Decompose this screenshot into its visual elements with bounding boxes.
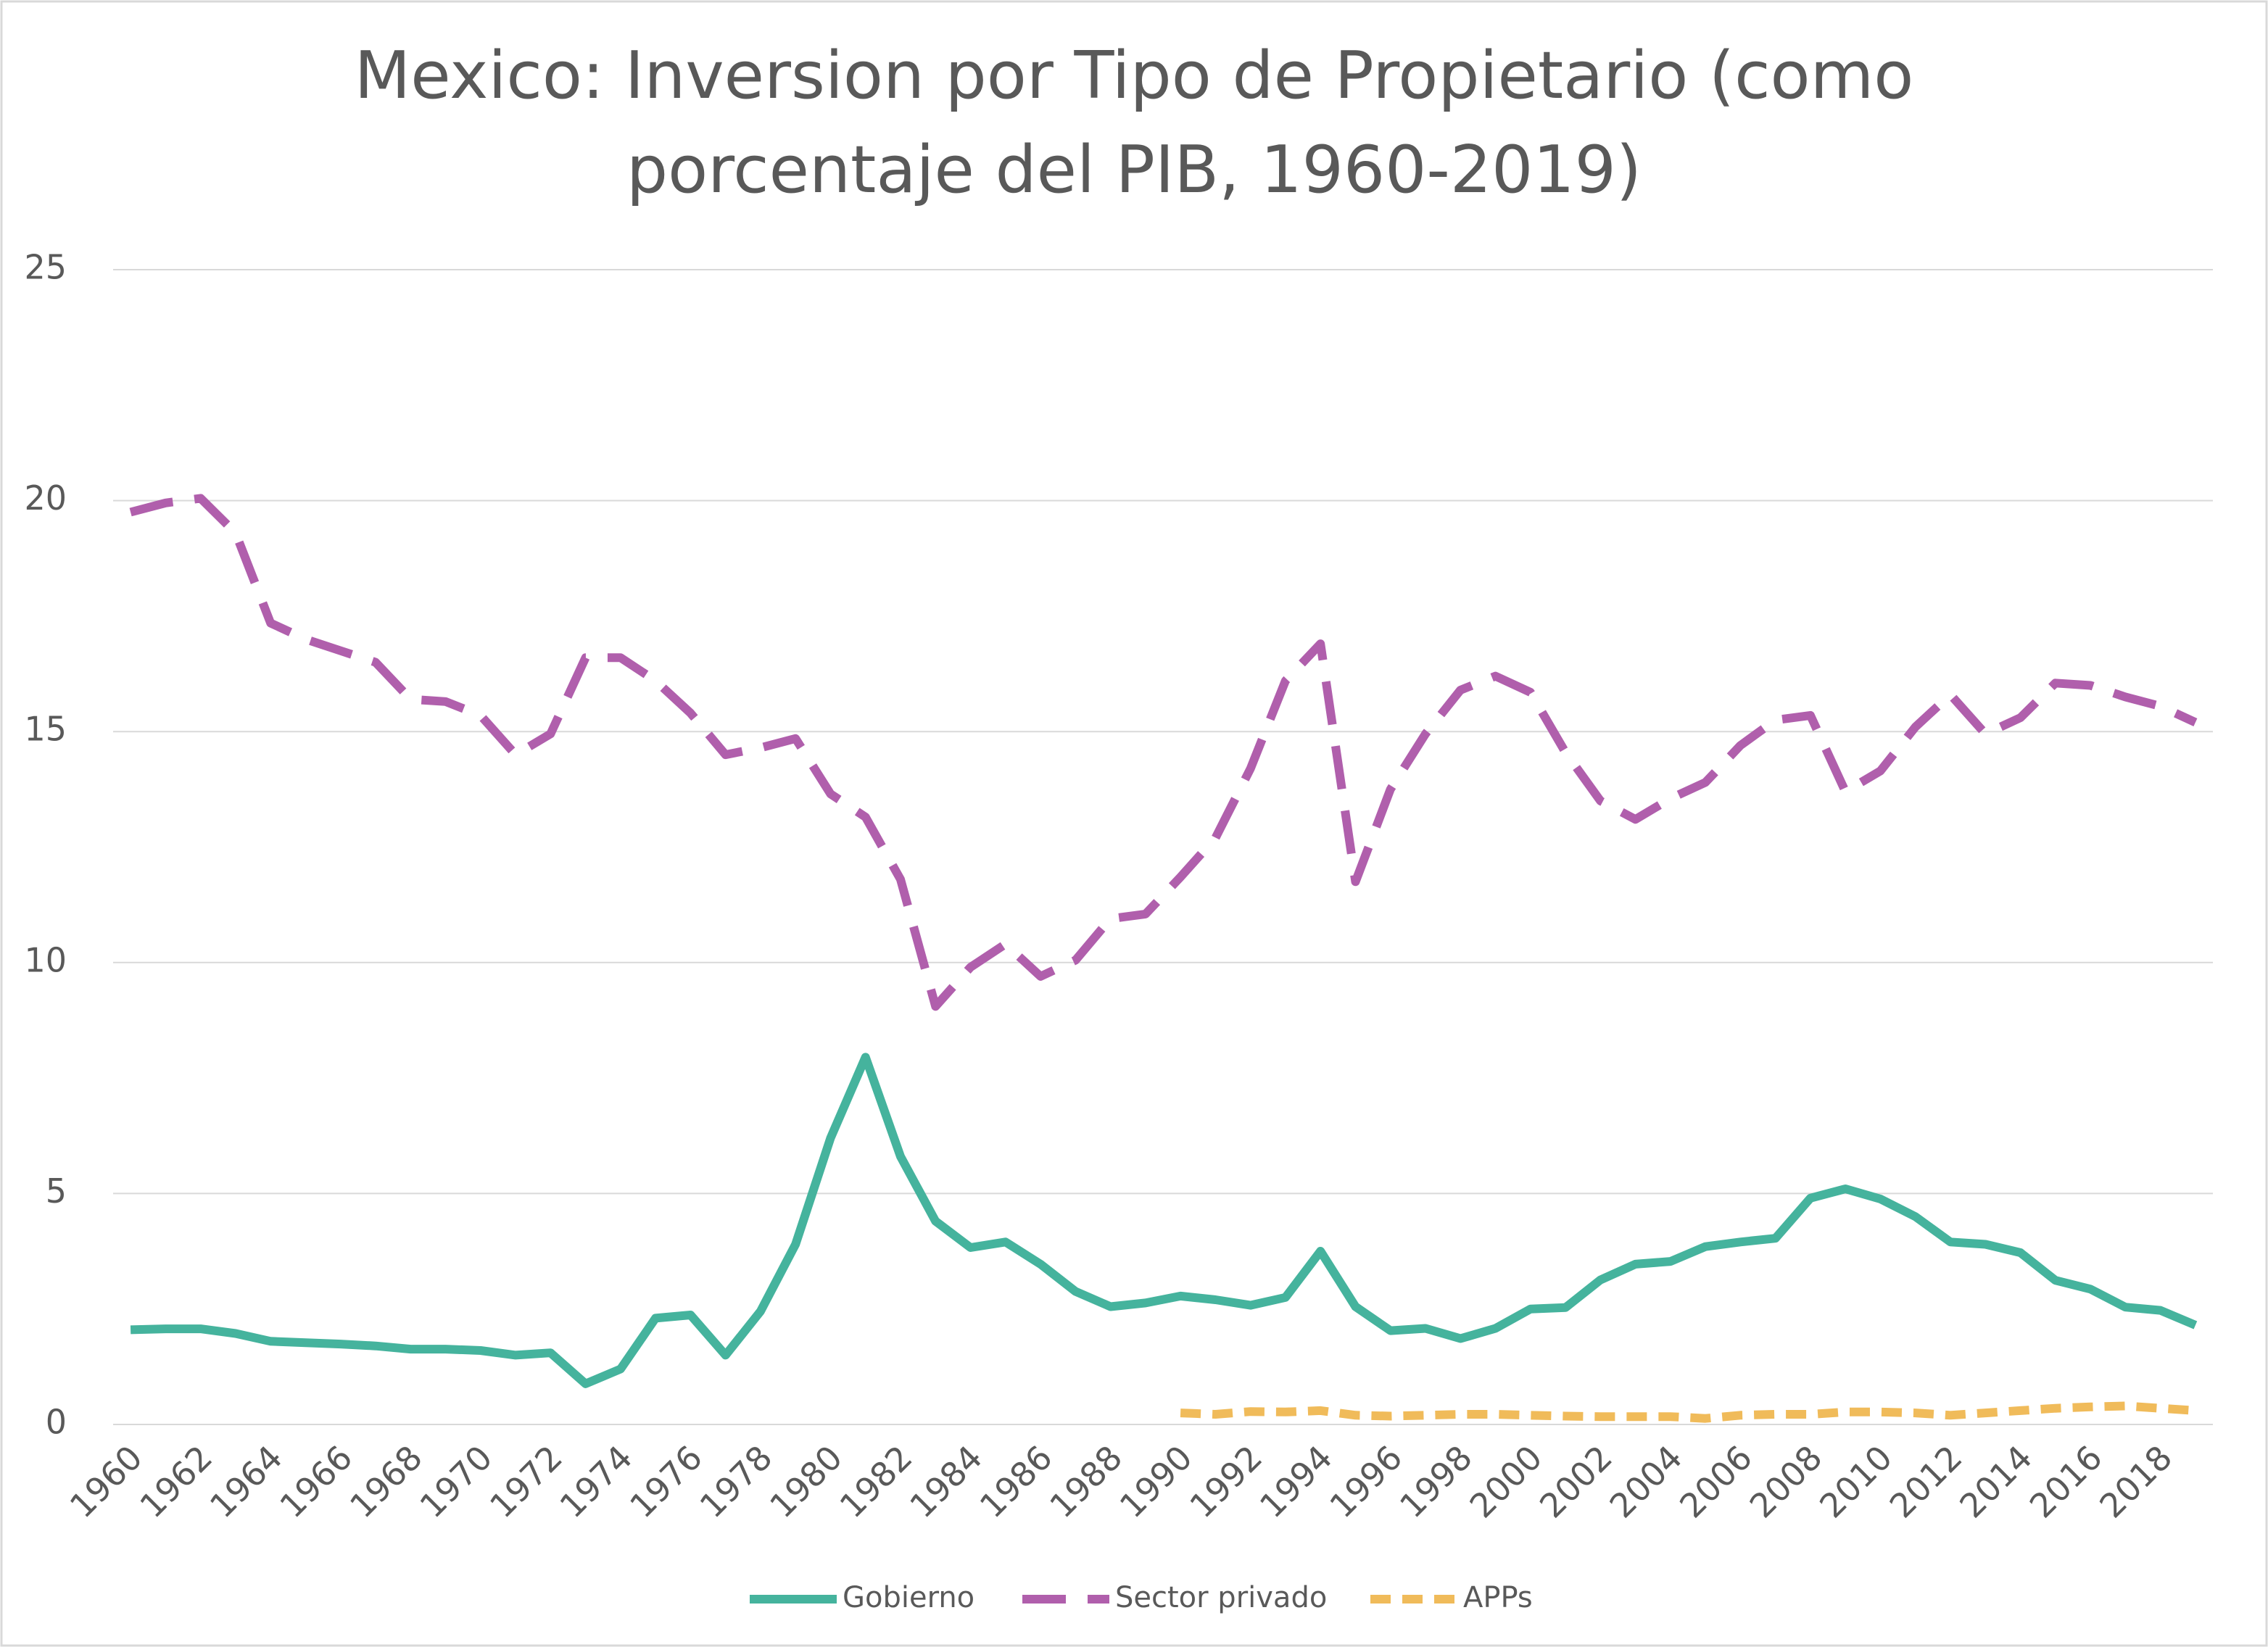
series-line <box>1180 1401 2196 1423</box>
legend-label: Sector privado <box>1115 1581 1327 1614</box>
legend-label: Gobierno <box>843 1581 974 1614</box>
chart-title: Mexico: Inversion por Tipo de Propietari… <box>354 38 1914 208</box>
y-tick-label: 15 <box>24 710 67 749</box>
legend: Gobierno Sector privado APPs <box>750 1581 1533 1614</box>
y-tick-label: 20 <box>24 478 67 518</box>
series-line <box>130 1053 2198 1388</box>
legend-label: APPs <box>1463 1581 1533 1614</box>
y-tick-label: 25 <box>24 248 67 287</box>
y-tick-label: 0 <box>46 1403 67 1442</box>
y-tick-label: 10 <box>24 940 67 979</box>
y-tick-label: 5 <box>46 1171 67 1211</box>
